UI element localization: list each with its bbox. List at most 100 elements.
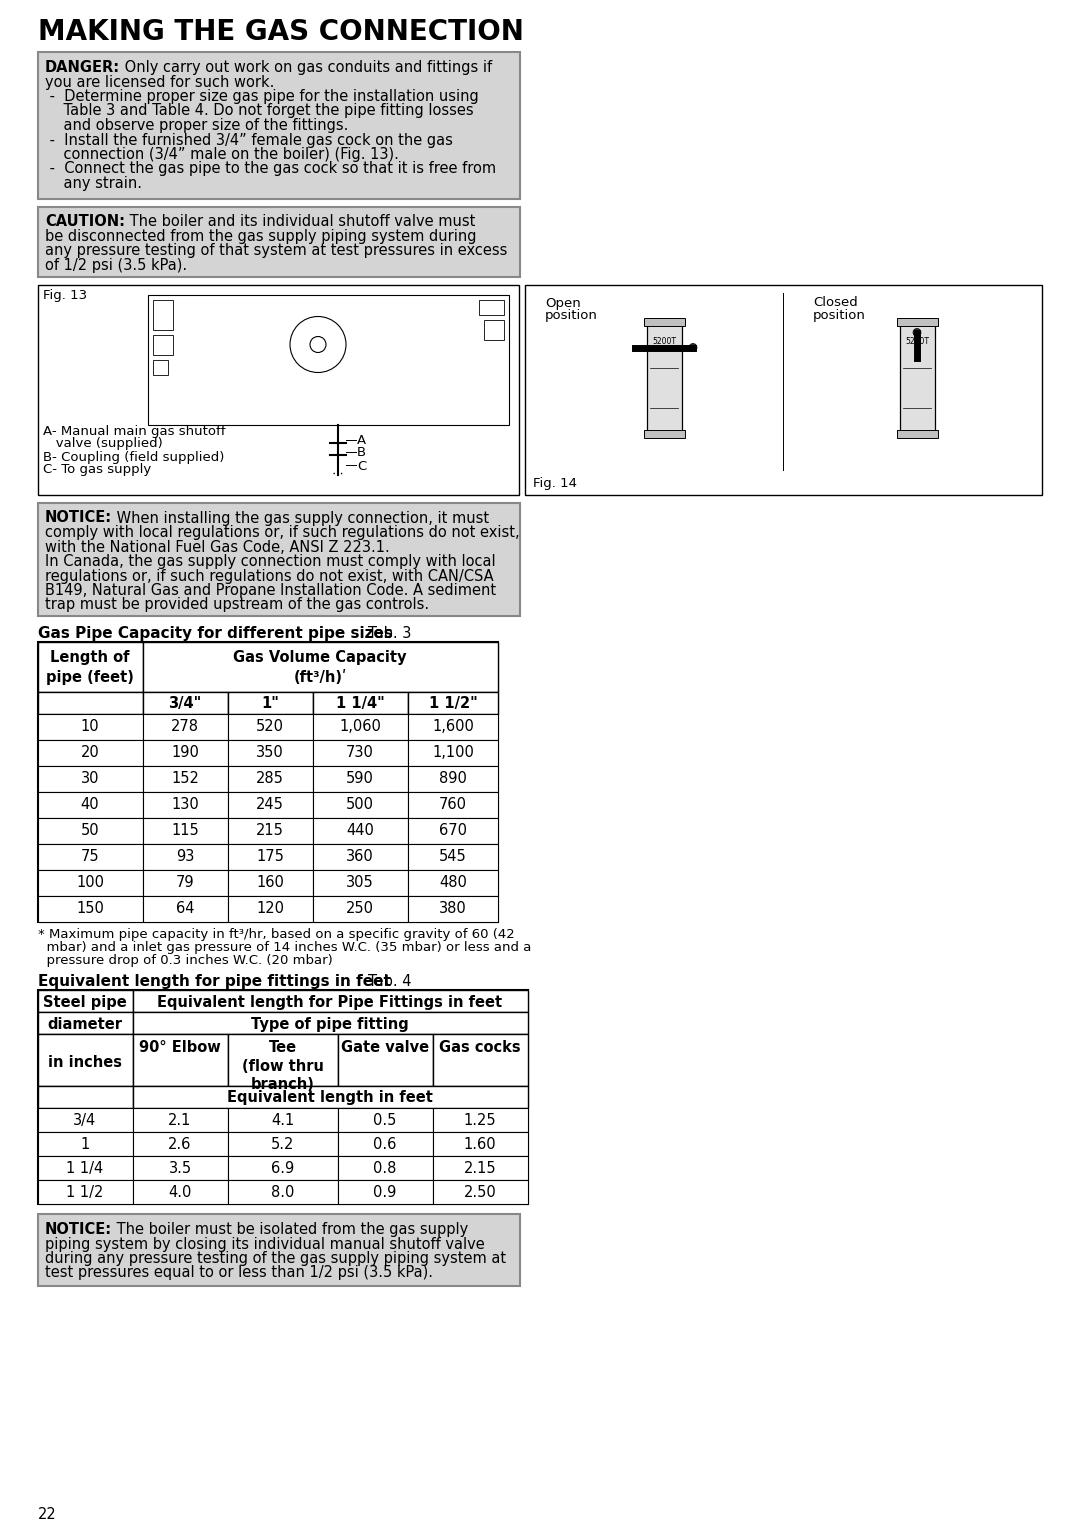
- Text: 1": 1": [261, 696, 279, 712]
- Bar: [433, 1109, 528, 1132]
- Text: 1,600: 1,600: [432, 719, 474, 734]
- Text: 1 1/2": 1 1/2": [429, 696, 477, 712]
- Text: 90° Elbow: 90° Elbow: [139, 1040, 221, 1055]
- Text: 22: 22: [38, 1507, 57, 1522]
- Bar: [133, 1034, 228, 1086]
- Text: diameter: diameter: [48, 1017, 122, 1032]
- Bar: [38, 896, 143, 922]
- Text: 100: 100: [76, 875, 104, 890]
- Text: Equivalent length for pipe fittings in feet: Equivalent length for pipe fittings in f…: [38, 974, 391, 989]
- Text: Equivalent length in feet: Equivalent length in feet: [227, 1090, 433, 1106]
- Bar: [408, 715, 498, 741]
- Bar: [143, 692, 228, 715]
- Text: 245: 245: [256, 797, 284, 812]
- Text: Only carry out work on gas conduits and fittings if: Only carry out work on gas conduits and …: [120, 60, 492, 75]
- Text: B: B: [357, 446, 366, 460]
- Bar: [228, 818, 313, 844]
- Bar: [408, 767, 498, 793]
- Bar: [153, 359, 168, 374]
- Text: 1 1/4": 1 1/4": [336, 696, 384, 712]
- Text: The boiler and its individual shutoff valve must: The boiler and its individual shutoff va…: [125, 214, 475, 229]
- Text: B149, Natural Gas and Propane Installation Code. A sediment: B149, Natural Gas and Propane Installati…: [45, 583, 496, 599]
- Text: 2.50: 2.50: [463, 1185, 497, 1200]
- Text: mbar) and a inlet gas pressure of 14 inches W.C. (35 mbar) or less and a: mbar) and a inlet gas pressure of 14 inc…: [38, 941, 531, 954]
- Text: 150: 150: [76, 901, 104, 916]
- Text: in inches: in inches: [48, 1055, 122, 1070]
- Bar: [647, 322, 681, 432]
- Bar: [313, 715, 408, 741]
- Bar: [228, 896, 313, 922]
- Bar: [38, 52, 519, 199]
- Text: Length of
pipe (feet): Length of pipe (feet): [46, 651, 134, 684]
- Bar: [38, 502, 519, 615]
- Bar: [313, 692, 408, 715]
- Bar: [313, 818, 408, 844]
- Bar: [143, 896, 228, 922]
- Text: 890: 890: [440, 771, 467, 786]
- Text: 285: 285: [256, 771, 284, 786]
- Text: NOTICE:: NOTICE:: [45, 510, 112, 525]
- Text: 380: 380: [440, 901, 467, 916]
- Text: Tee
(flow thru
branch): Tee (flow thru branch): [242, 1040, 324, 1092]
- Text: be disconnected from the gas supply piping system during: be disconnected from the gas supply pipi…: [45, 229, 476, 244]
- Bar: [433, 1156, 528, 1180]
- Text: comply with local regulations or, if such regulations do not exist,: comply with local regulations or, if suc…: [45, 525, 519, 541]
- Bar: [38, 715, 143, 741]
- Text: 500: 500: [346, 797, 374, 812]
- Text: valve (supplied): valve (supplied): [43, 438, 163, 450]
- Text: Fig. 14: Fig. 14: [534, 476, 577, 490]
- Text: 5.2: 5.2: [271, 1138, 295, 1151]
- Text: 3/4: 3/4: [73, 1113, 96, 1128]
- Bar: [433, 1180, 528, 1203]
- Bar: [153, 334, 173, 354]
- Bar: [38, 1132, 133, 1156]
- Bar: [143, 844, 228, 870]
- Text: position: position: [813, 310, 866, 322]
- Text: 3.5: 3.5: [168, 1161, 191, 1176]
- Bar: [408, 741, 498, 767]
- Bar: [143, 818, 228, 844]
- Text: 730: 730: [346, 745, 374, 760]
- Bar: [38, 1086, 133, 1109]
- Text: -  Install the furnished 3/4” female gas cock on the gas: - Install the furnished 3/4” female gas …: [45, 133, 453, 148]
- Text: 1,100: 1,100: [432, 745, 474, 760]
- Bar: [148, 295, 509, 425]
- Bar: [228, 1156, 338, 1180]
- Text: 30: 30: [81, 771, 99, 786]
- Bar: [484, 319, 504, 339]
- Text: Gate valve: Gate valve: [341, 1040, 429, 1055]
- Text: you are licensed for such work.: you are licensed for such work.: [45, 75, 274, 90]
- Bar: [313, 793, 408, 818]
- Text: 0.8: 0.8: [374, 1161, 396, 1176]
- Bar: [38, 641, 498, 922]
- Text: connection (3/4” male on the boiler) (Fig. 13).: connection (3/4” male on the boiler) (Fi…: [45, 147, 399, 162]
- Text: 2.15: 2.15: [463, 1161, 497, 1176]
- Text: Table 3 and Table 4. Do not forget the pipe fitting losses: Table 3 and Table 4. Do not forget the p…: [45, 104, 474, 119]
- Text: -  Connect the gas pipe to the gas cock so that it is free from: - Connect the gas pipe to the gas cock s…: [45, 162, 496, 177]
- Text: Closed: Closed: [813, 296, 858, 310]
- Text: 0.9: 0.9: [374, 1185, 396, 1200]
- Text: 64: 64: [176, 901, 194, 916]
- Text: 1,060: 1,060: [339, 719, 381, 734]
- Text: trap must be provided upstream of the gas controls.: trap must be provided upstream of the ga…: [45, 597, 429, 612]
- Bar: [897, 318, 939, 325]
- Text: position: position: [545, 310, 598, 322]
- Text: 760: 760: [438, 797, 467, 812]
- Text: during any pressure testing of the gas supply piping system at: during any pressure testing of the gas s…: [45, 1251, 507, 1266]
- Bar: [133, 1012, 528, 1034]
- Text: 360: 360: [346, 849, 374, 864]
- Text: Gas cocks: Gas cocks: [440, 1040, 521, 1055]
- Bar: [143, 767, 228, 793]
- Text: 115: 115: [171, 823, 199, 838]
- Bar: [313, 844, 408, 870]
- Text: any pressure testing of that system at test pressures in excess: any pressure testing of that system at t…: [45, 243, 508, 258]
- Bar: [338, 1109, 433, 1132]
- Text: 5200T: 5200T: [905, 337, 929, 347]
- Text: 350: 350: [256, 745, 284, 760]
- Text: 1 1/4: 1 1/4: [66, 1161, 104, 1176]
- Bar: [338, 1034, 433, 1086]
- Text: pressure drop of 0.3 inches W.C. (20 mbar): pressure drop of 0.3 inches W.C. (20 mba…: [38, 954, 333, 967]
- Text: 2.6: 2.6: [168, 1138, 191, 1151]
- Text: 152: 152: [171, 771, 199, 786]
- Bar: [338, 1180, 433, 1203]
